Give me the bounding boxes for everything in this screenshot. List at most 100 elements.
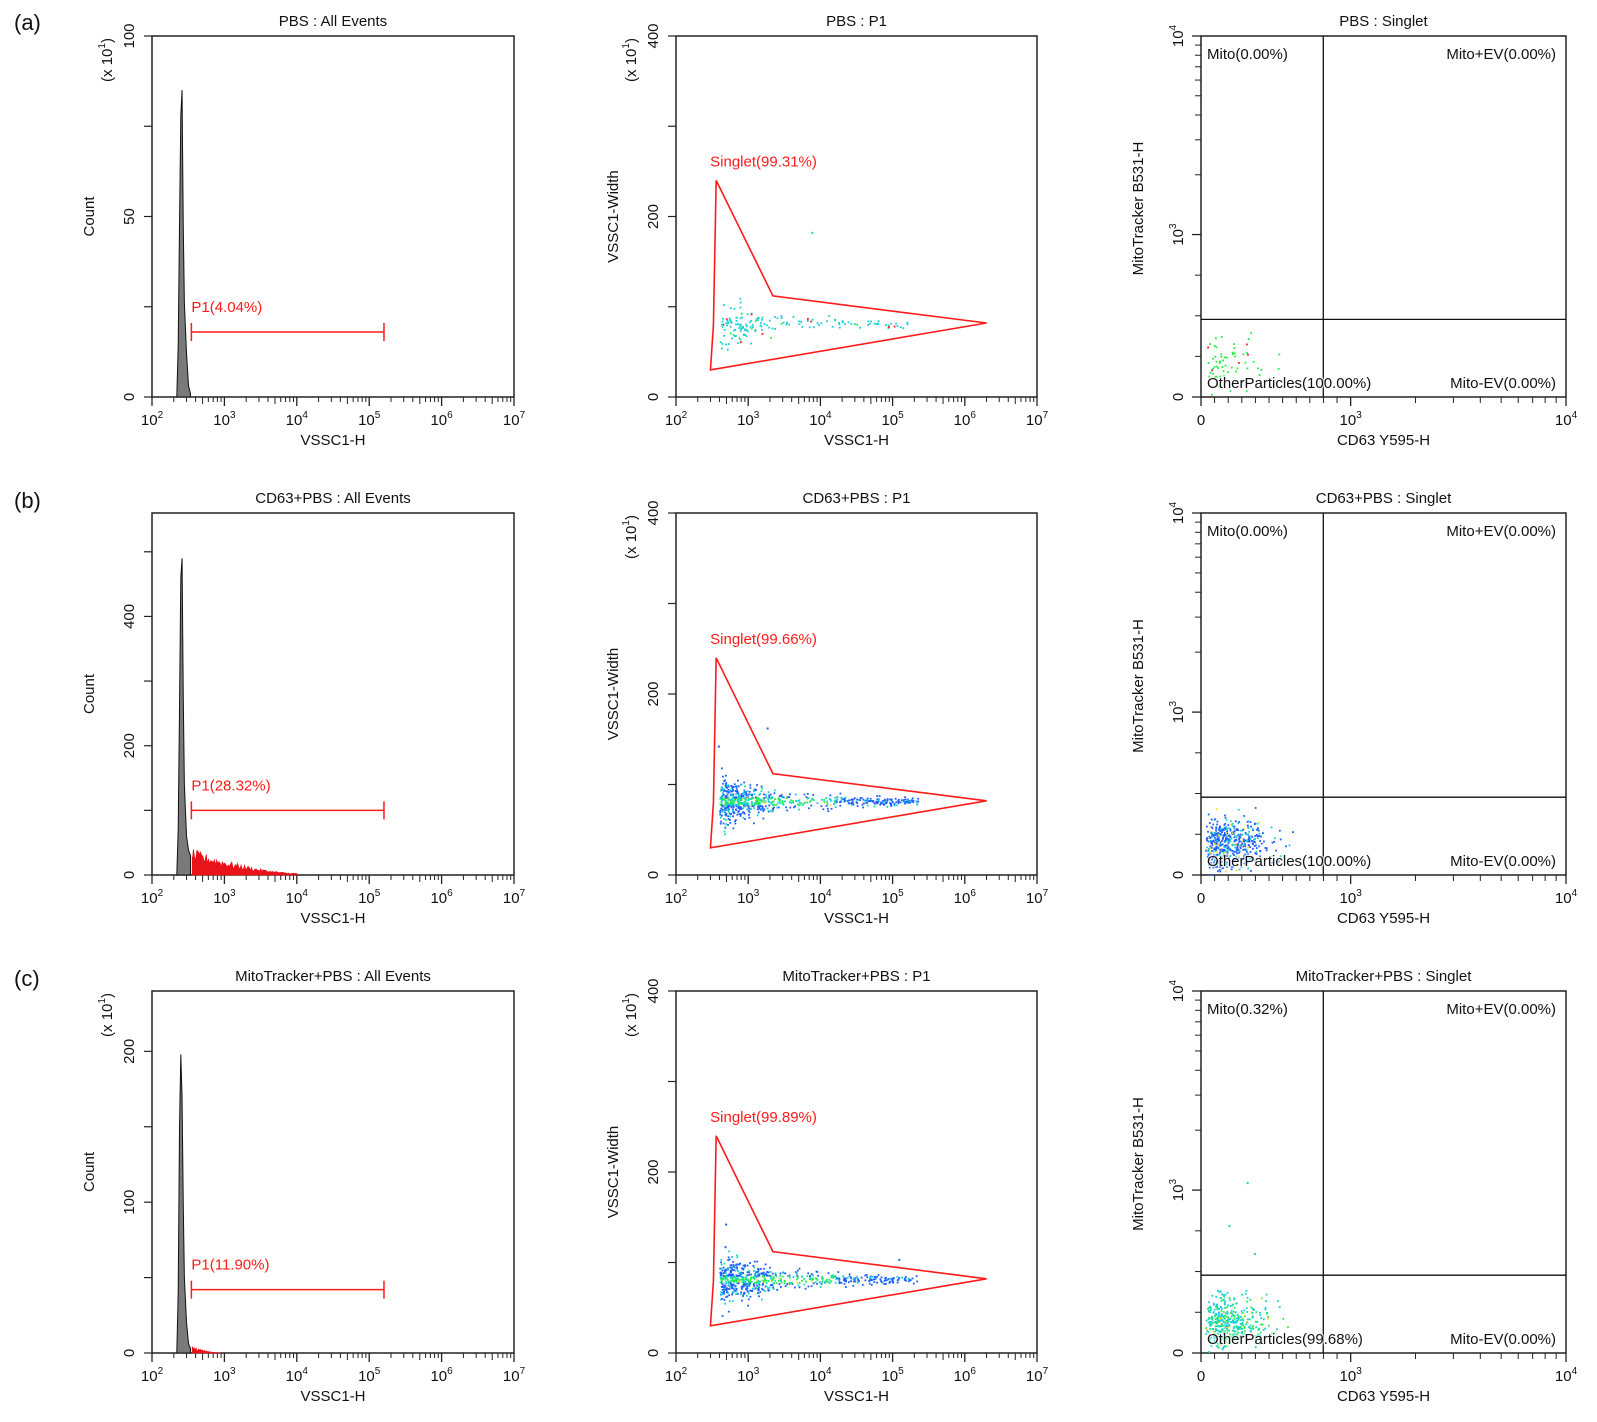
event-point — [1278, 353, 1281, 356]
event-point — [1254, 852, 1257, 855]
event-point — [1214, 858, 1216, 861]
quadrant-label-mito-ev: Mito+EV(0.00%) — [1446, 523, 1556, 540]
event-point — [1233, 1317, 1236, 1320]
event-point — [798, 323, 801, 326]
event-point — [1213, 861, 1215, 864]
histogram-peak — [176, 90, 191, 398]
event-point — [746, 1278, 749, 1281]
event-point — [1232, 1303, 1235, 1306]
event-point — [763, 1276, 766, 1279]
event-point — [772, 800, 775, 803]
event-point — [1214, 836, 1216, 839]
event-point — [798, 801, 801, 804]
event-point — [792, 315, 795, 318]
event-point — [1228, 1297, 1231, 1299]
event-point — [1231, 1304, 1234, 1307]
event-point — [909, 800, 912, 803]
event-point — [1216, 1306, 1219, 1308]
gate-label: Singlet(99.89%) — [710, 1109, 817, 1126]
event-point — [1221, 1325, 1224, 1328]
event-point — [1231, 832, 1234, 835]
event-point — [1222, 1316, 1225, 1318]
event-point — [753, 1285, 756, 1287]
event-point — [733, 329, 735, 332]
event-point — [1252, 360, 1255, 363]
event-point — [1262, 1329, 1265, 1331]
event-point — [1226, 1332, 1228, 1334]
event-point — [895, 801, 898, 804]
event-point — [803, 1277, 805, 1280]
event-point — [747, 1282, 750, 1285]
event-point — [1217, 1342, 1220, 1345]
event-point — [745, 794, 748, 797]
event-point — [1211, 1315, 1213, 1318]
event-point — [772, 1286, 775, 1289]
event-point — [727, 818, 730, 820]
event-point — [783, 1280, 786, 1283]
event-point — [1205, 1332, 1208, 1335]
event-point — [838, 1282, 841, 1284]
event-point — [869, 797, 872, 800]
event-point — [731, 797, 734, 800]
event-point — [1226, 832, 1229, 835]
event-point — [1259, 855, 1262, 858]
event-point — [1259, 1311, 1261, 1314]
event-point — [735, 793, 737, 796]
x-tick-label: 105 — [358, 1366, 381, 1385]
event-point — [1244, 1314, 1247, 1317]
event-point — [826, 320, 828, 323]
event-point — [818, 1281, 821, 1283]
event-point — [742, 1277, 744, 1280]
event-point — [889, 802, 892, 804]
event-point — [747, 809, 750, 812]
event-point — [729, 815, 732, 818]
event-point — [755, 1271, 758, 1274]
event-point — [1213, 366, 1216, 368]
event-point — [732, 811, 735, 814]
event-point — [843, 1277, 846, 1280]
event-point — [722, 788, 724, 791]
event-point — [734, 1276, 737, 1279]
event-point — [754, 1278, 756, 1281]
event-point — [834, 1281, 837, 1284]
event-point — [1211, 856, 1214, 859]
event-point — [1233, 1326, 1236, 1328]
y-tick-label: 50 — [121, 208, 138, 225]
event-point — [1223, 864, 1226, 867]
event-point — [720, 1263, 723, 1266]
event-point — [844, 1286, 847, 1288]
event-point — [780, 795, 783, 798]
event-point — [749, 321, 751, 324]
event-point — [760, 1298, 763, 1301]
event-point — [725, 786, 728, 788]
gate-label: P1(4.04%) — [191, 299, 262, 316]
event-point — [1227, 1304, 1229, 1307]
event-point — [1233, 1298, 1236, 1301]
event-point — [869, 1277, 871, 1279]
event-point — [755, 1276, 758, 1278]
event-point — [1218, 826, 1221, 829]
event-point — [727, 815, 730, 818]
event-point — [840, 797, 843, 799]
event-point — [1231, 351, 1234, 354]
event-point — [727, 802, 730, 805]
event-point — [722, 804, 725, 807]
event-point — [1228, 856, 1230, 859]
event-point — [1274, 1331, 1277, 1334]
event-point — [1257, 1333, 1260, 1336]
event-point — [1254, 1341, 1257, 1344]
event-point — [1258, 845, 1261, 848]
event-point — [1255, 851, 1258, 853]
event-point — [839, 804, 842, 807]
event-point — [1217, 1312, 1220, 1315]
event-point — [1211, 858, 1213, 861]
event-point — [724, 1277, 727, 1280]
event-point — [742, 334, 745, 336]
event-point — [1216, 1322, 1218, 1325]
event-point — [722, 317, 724, 320]
event-point — [778, 1283, 781, 1285]
event-point — [867, 320, 870, 323]
event-point — [873, 1281, 876, 1283]
event-point — [1253, 823, 1256, 826]
